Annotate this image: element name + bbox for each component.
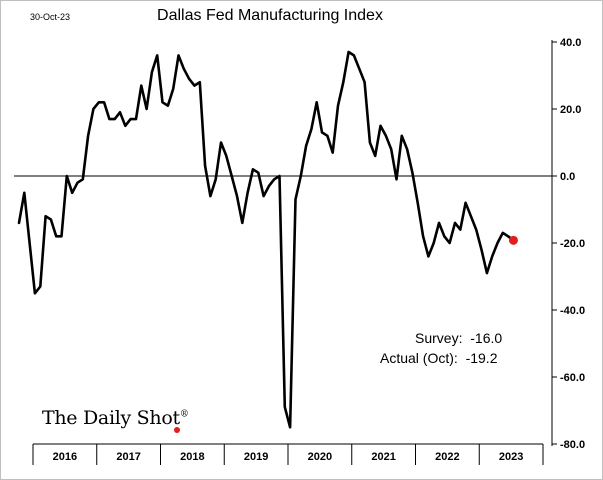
year-label: 2017 <box>116 451 140 463</box>
chart-title: Dallas Fed Manufacturing Index <box>157 7 383 24</box>
year-label: 2016 <box>53 451 77 463</box>
y-tick-label: 0.0 <box>560 171 575 183</box>
y-tick-label: 20.0 <box>560 104 581 116</box>
x-axis-year-labels: 2016 2017 2018 2019 2020 2021 2022 2023 <box>32 444 544 465</box>
chart-date: 30-Oct-23 <box>30 12 71 22</box>
logo-mark: ® <box>179 409 189 420</box>
y-tick-label: -40.0 <box>560 305 585 317</box>
year-label: 2018 <box>180 451 204 463</box>
y-tick-label: -60.0 <box>560 372 585 384</box>
actual-annotation: Actual (Oct): -19.2 <box>380 350 498 366</box>
year-label: 2019 <box>244 451 268 463</box>
daily-shot-logo: The Daily Shot® <box>42 407 189 429</box>
year-label: 2023 <box>499 451 523 463</box>
year-label: 2022 <box>435 451 459 463</box>
logo-red-dot <box>174 427 180 433</box>
y-axis-ticks: 40.0 20.0 0.0 -20.0 -40.0 -60.0 -80.0 <box>552 37 585 451</box>
logo-text: The Daily Shot <box>42 407 180 429</box>
y-tick-label: -80.0 <box>560 439 585 451</box>
year-label: 2021 <box>371 451 395 463</box>
survey-annotation: Survey: -16.0 <box>415 330 503 346</box>
y-tick-label: -20.0 <box>560 238 585 250</box>
year-label: 2020 <box>308 451 332 463</box>
y-tick-label: 40.0 <box>560 37 581 49</box>
series-line <box>17 50 515 429</box>
latest-value-marker <box>508 235 518 245</box>
